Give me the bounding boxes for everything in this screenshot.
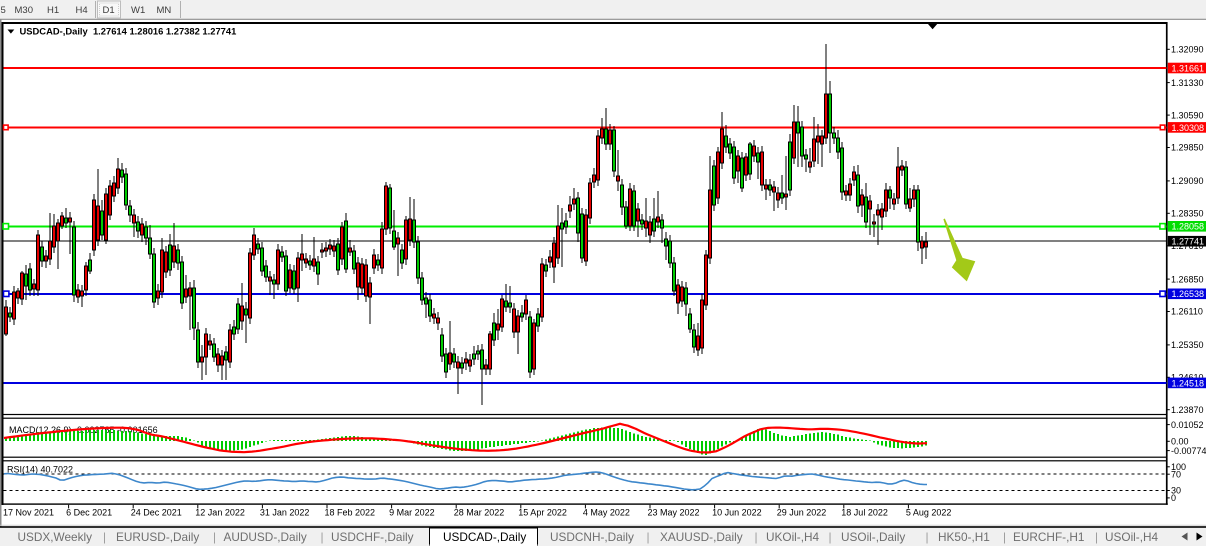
svg-text:USDCAD-,Daily 1.27614 1.28016: USDCAD-,Daily 1.27614 1.28016 1.27382 1.…: [20, 25, 237, 36]
svg-text:W1: W1: [131, 5, 145, 16]
svg-text:USDCAD-,Daily: USDCAD-,Daily: [443, 530, 526, 544]
svg-text:|: |: [829, 530, 832, 544]
svg-text:D1: D1: [103, 5, 115, 16]
svg-text:1.29850: 1.29850: [1171, 143, 1204, 153]
svg-text:H4: H4: [76, 5, 88, 16]
svg-text:MN: MN: [157, 5, 172, 16]
svg-text:5 Aug 2022: 5 Aug 2022: [906, 508, 952, 518]
svg-text:EURCHF-,H1: EURCHF-,H1: [1013, 530, 1084, 544]
svg-text:100: 100: [1171, 462, 1186, 472]
svg-text:|: |: [321, 530, 324, 544]
svg-text:USDX,Weekly: USDX,Weekly: [18, 530, 93, 544]
svg-text:18 Jul 2022: 18 Jul 2022: [841, 508, 888, 518]
svg-text:15 Apr 2022: 15 Apr 2022: [518, 508, 567, 518]
svg-text:EURUSD-,Daily: EURUSD-,Daily: [116, 530, 199, 544]
svg-text:12 Jan 2022: 12 Jan 2022: [195, 508, 245, 518]
svg-text:6 Dec 2021: 6 Dec 2021: [66, 508, 112, 518]
svg-text:-0.00774: -0.00774: [1171, 446, 1206, 456]
svg-text:0.01052: 0.01052: [1171, 420, 1204, 430]
svg-text:1.28350: 1.28350: [1171, 209, 1204, 219]
svg-text:M30: M30: [15, 5, 33, 16]
svg-text:USDCHF-,Daily: USDCHF-,Daily: [331, 530, 414, 544]
svg-text:|: |: [103, 530, 106, 544]
svg-text:31 Jan 2022: 31 Jan 2022: [260, 508, 310, 518]
svg-text:UKOil-,H4: UKOil-,H4: [766, 530, 820, 544]
svg-text:1.25350: 1.25350: [1171, 340, 1204, 350]
svg-text:|: |: [1003, 530, 1006, 544]
svg-text:1.29090: 1.29090: [1171, 176, 1204, 186]
svg-text:H1: H1: [47, 5, 59, 16]
svg-text:HK50-,H1: HK50-,H1: [938, 530, 990, 544]
svg-text:18 Feb 2022: 18 Feb 2022: [325, 508, 376, 518]
svg-text:0: 0: [1171, 493, 1176, 503]
svg-text:|: |: [1095, 530, 1098, 544]
svg-text:17 Nov 2021: 17 Nov 2021: [3, 508, 54, 518]
svg-text:1.32090: 1.32090: [1171, 45, 1204, 55]
svg-text:1.31661: 1.31661: [1172, 63, 1205, 73]
svg-text:9 Mar 2022: 9 Mar 2022: [389, 508, 435, 518]
svg-text:1.23870: 1.23870: [1171, 405, 1204, 415]
svg-text:23 May 2022: 23 May 2022: [648, 508, 700, 518]
svg-text:1.26538: 1.26538: [1172, 289, 1205, 299]
svg-text:|: |: [647, 530, 650, 544]
svg-text:1.24518: 1.24518: [1172, 378, 1205, 388]
svg-text:70: 70: [1171, 469, 1181, 479]
svg-text:1.28058: 1.28058: [1172, 222, 1205, 232]
svg-text:|: |: [213, 530, 216, 544]
svg-text:1.30590: 1.30590: [1171, 110, 1204, 120]
svg-text:4 May 2022: 4 May 2022: [583, 508, 630, 518]
svg-text:USDCNH-,Daily: USDCNH-,Daily: [550, 530, 634, 544]
svg-text:1.26850: 1.26850: [1171, 274, 1204, 284]
svg-text:1.24610: 1.24610: [1171, 373, 1204, 383]
svg-text:AUDUSD-,Daily: AUDUSD-,Daily: [224, 530, 307, 544]
svg-text:USOil-,H4: USOil-,H4: [1105, 530, 1159, 544]
svg-text:1.27741: 1.27741: [1172, 237, 1205, 247]
svg-text:1.26110: 1.26110: [1171, 307, 1203, 317]
svg-text:0.00: 0.00: [1171, 437, 1189, 447]
svg-text:30: 30: [1171, 486, 1181, 496]
svg-text:24 Dec 2021: 24 Dec 2021: [131, 508, 182, 518]
svg-text:RSI(14) 40.7022: RSI(14) 40.7022: [7, 465, 73, 475]
svg-text:10 Jun 2022: 10 Jun 2022: [712, 508, 762, 518]
svg-text:29 Jun 2022: 29 Jun 2022: [777, 508, 827, 518]
svg-text:|: |: [755, 530, 758, 544]
svg-text:28 Mar 2022: 28 Mar 2022: [454, 508, 505, 518]
svg-text:1.31330: 1.31330: [1171, 78, 1204, 88]
svg-text:XAUUSD-,Daily: XAUUSD-,Daily: [660, 530, 743, 544]
svg-text:USOil-,Daily: USOil-,Daily: [841, 530, 905, 544]
svg-text:1.30308: 1.30308: [1172, 123, 1205, 133]
svg-text:5: 5: [1, 5, 6, 16]
svg-text:|: |: [926, 530, 929, 544]
